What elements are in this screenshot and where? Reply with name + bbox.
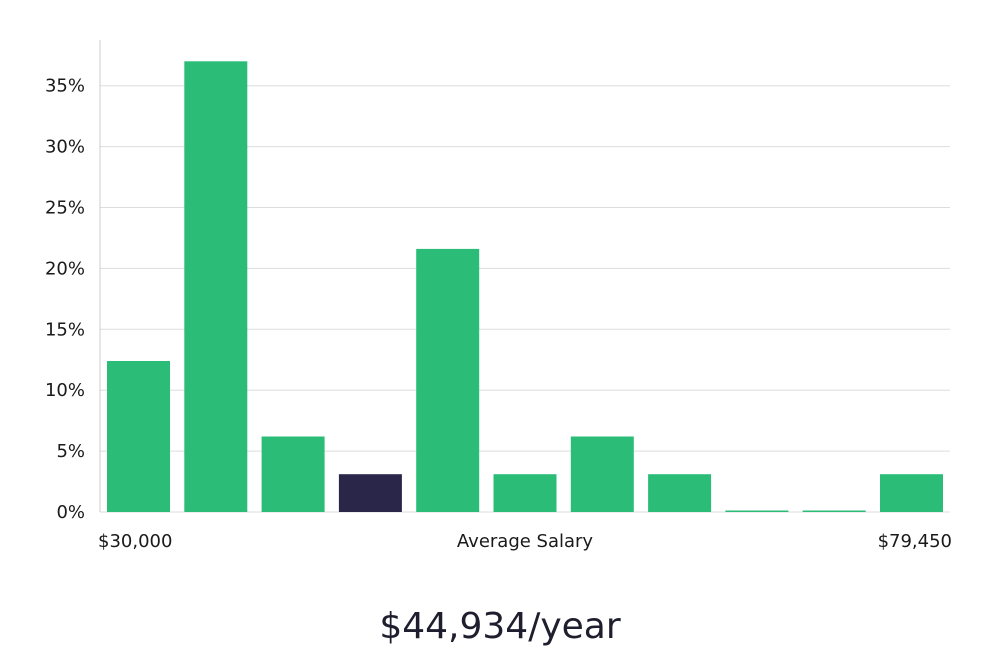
y-tick-label: 10% [45, 380, 85, 401]
bar [725, 510, 789, 512]
bars [107, 61, 943, 513]
x-axis-label: Average Salary [457, 531, 594, 552]
bar-highlighted [338, 474, 402, 512]
y-tick-label: 35% [45, 76, 85, 97]
y-tick-label: 30% [45, 137, 85, 158]
bar [416, 248, 480, 512]
bar [802, 510, 866, 512]
bar [493, 474, 557, 512]
y-tick-label: 20% [45, 258, 85, 279]
y-axis-ticks: 0% 5% 10% 15% 20% 25% 30% 35% [45, 76, 85, 523]
salary-histogram: 0% 5% 10% 15% 20% 25% 30% 35% $30,000 Average S… [45, 40, 952, 552]
bar [184, 61, 248, 513]
x-max-label: $79,450 [878, 531, 952, 552]
bar [570, 436, 634, 512]
y-tick-label: 15% [45, 319, 85, 340]
bar [261, 436, 325, 512]
x-min-label: $30,000 [98, 531, 172, 552]
bar [880, 474, 943, 512]
bar [107, 361, 170, 512]
y-tick-label: 5% [56, 441, 85, 462]
y-tick-label: 0% [56, 502, 85, 523]
average-salary-value: $44,934/year [379, 606, 621, 647]
y-tick-label: 25% [45, 198, 85, 219]
bar [648, 474, 712, 512]
